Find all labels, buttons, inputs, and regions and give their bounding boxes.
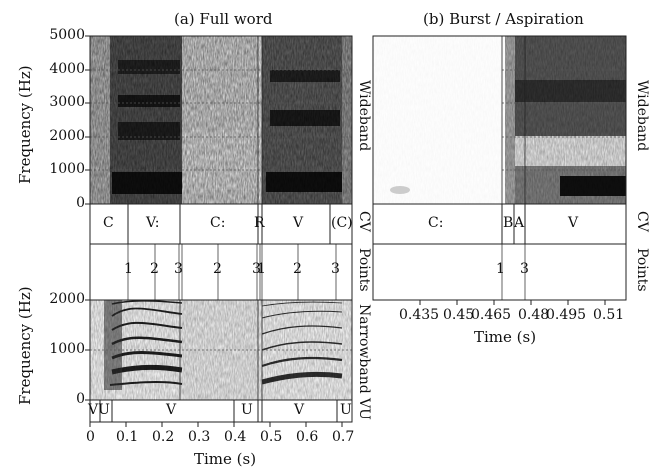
wideband-spectrogram-b [372,35,627,205]
xtick-a: 0.1 [116,429,139,445]
tier-label-points: Points [356,248,372,292]
voicing-label: V [294,402,305,418]
cv-label: (C) [331,215,353,231]
wideband-spectrogram-a [89,35,353,205]
xtick-b: 0.51 [593,307,625,323]
narrowband-spectrogram-a [89,299,353,401]
wideband-ytick: 2000 [49,128,85,144]
wideband-ylabel: Frequency (Hz) [16,65,34,184]
wideband-ytick: 4000 [49,61,85,77]
tier-label-wideband-right: Wideband [634,80,650,152]
cv-label: V [293,215,304,231]
point-label: 2 [150,261,159,277]
tier-label-cv-right: CV [634,211,650,232]
xticks-a [89,422,343,427]
xtick-a: 0.2 [152,429,175,445]
voicing-label: VU [88,402,110,418]
point-label-b: 3 [520,261,529,277]
cv-label-b: A [514,215,525,231]
tier-label-voicing: VU [356,398,372,420]
xticks-b [419,300,606,305]
narrowband-yticks [85,299,90,401]
tier-label-cv: CV [356,211,372,232]
tier-label-wideband: Wideband [356,80,372,152]
xtick-b: 0.435 [399,307,440,323]
wideband-ytick: 5000 [49,27,85,43]
xtick-b: 0.45 [443,307,475,323]
voicing-label: U [241,402,253,418]
point-label: 3 [331,261,340,277]
wideband-ytick: 3000 [49,94,85,110]
xtick-a: 0.3 [188,429,211,445]
point-label-b: 1 [496,261,505,277]
xtick-a: 0 [86,429,95,445]
point-label: 2 [293,261,302,277]
panel-a-title: (a) Full word [174,10,273,28]
xtick-a: 0.4 [224,429,247,445]
tiers-a [89,203,353,301]
xtick-b: 0.495 [546,307,587,323]
cv-label-b: B [503,215,514,231]
tier-label-points-right: Points [634,248,650,292]
wideband-ytick: 1000 [49,161,85,177]
cv-label: V: [146,215,160,231]
voicing-label: V [166,402,177,418]
wideband-yticks [85,35,90,205]
narrowband-ytick: 0 [76,391,85,407]
point-label: 1 [257,261,266,277]
xtick-a: 0.7 [332,429,355,445]
xtick-a: 0.6 [296,429,319,445]
wideband-ytick: 0 [76,195,85,211]
xlabel-a: Time (s) [194,450,257,468]
point-label: 3 [252,261,261,277]
xtick-b: 0.48 [518,307,550,323]
tiers-b [372,203,627,301]
xlabel-b: Time (s) [474,328,537,346]
cv-label-b: C: [428,215,444,231]
xtick-b: 0.465 [471,307,512,323]
cv-label: R [254,215,265,231]
cv-label: C: [210,215,226,231]
narrowband-ylabel: Frequency (Hz) [16,286,34,405]
voicing-tier-a [89,399,353,423]
voicing-label: U [340,402,352,418]
point-label: 2 [213,261,222,277]
point-label: 3 [174,261,183,277]
xtick-a: 0.5 [260,429,283,445]
narrowband-ytick: 2000 [49,291,85,307]
point-label: 1 [124,261,133,277]
cv-label-b: V [568,215,579,231]
cv-label: C [103,215,114,231]
tier-label-narrowband: Narrowband [356,304,372,394]
panel-b-title: (b) Burst / Aspiration [423,10,584,28]
narrowband-ytick: 1000 [49,341,85,357]
